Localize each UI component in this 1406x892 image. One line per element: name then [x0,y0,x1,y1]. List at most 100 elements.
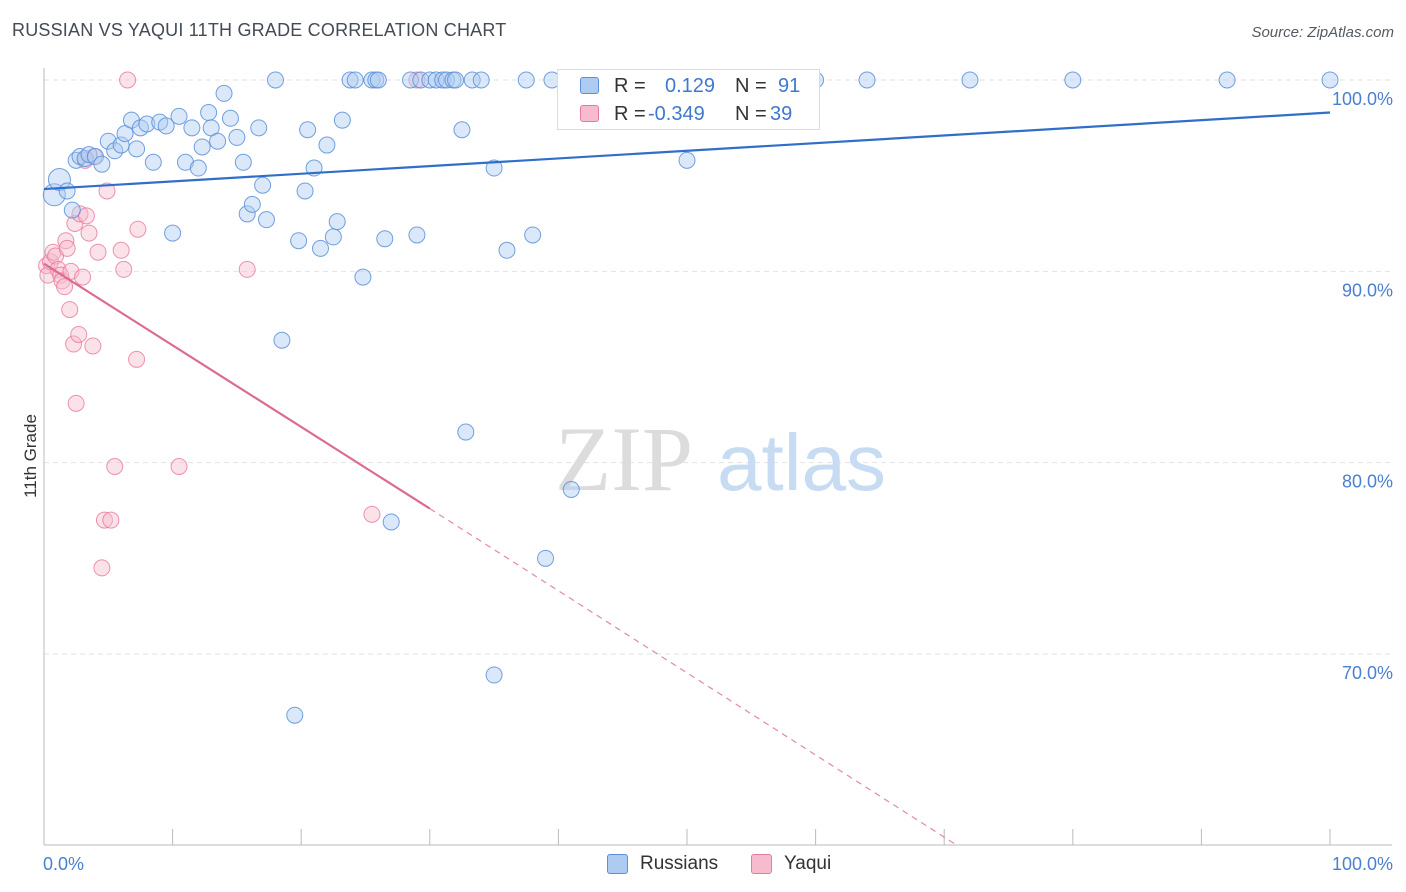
russians-point [382,513,400,531]
yaqui-point [98,182,116,200]
yaqui-point [80,224,98,242]
russians-point [1321,71,1339,89]
n-label: N = [735,103,767,125]
russians-point [266,71,284,89]
russians-point [363,71,381,89]
yaqui-point [129,220,147,238]
y-tick-label: 70.0% [1342,663,1393,683]
russians-point [290,232,308,250]
yaqui-point [56,278,74,296]
russians-point [421,71,439,89]
watermark-atlas: atlas [717,418,886,507]
source-credit: Source: ZipAtlas.com [1251,24,1394,41]
russians-point [128,140,146,158]
russians-point [238,205,256,223]
russians-point [402,71,420,89]
russians-point [93,155,111,173]
russians-point [354,268,372,286]
russians-point [243,195,261,213]
russians-trend-line [43,111,1331,191]
russians-swatch [580,77,599,94]
russians-point [189,159,207,177]
legend-label: Yaqui [784,853,832,874]
yaqui-point [70,325,88,343]
n-value: 39 [770,103,793,125]
y-tick-label: 90.0% [1342,280,1393,300]
yaqui-point [106,457,124,475]
russians-point [369,71,387,89]
yaqui-point [119,71,137,89]
russians-point [485,666,503,684]
russians-point [170,107,188,125]
russians-point [333,111,351,129]
yaqui-point [115,260,133,278]
russians-point [183,119,201,137]
russians-point [524,226,542,244]
russians-point [858,71,876,89]
stats-row-russians: R = 0.129 N = 91 [558,72,819,100]
russians-point [318,136,336,154]
yaqui-swatch [751,854,772,874]
russians-swatch [607,854,628,874]
watermark: ZIP atlas [555,408,886,510]
russians-point [447,71,465,89]
russians-point [228,128,246,146]
yaqui-point [84,337,102,355]
yaqui-point [58,239,76,257]
yaqui-point [77,207,95,225]
r-value: 0.129 [665,75,716,97]
russians-point [221,109,239,127]
yaqui-point [93,559,111,577]
yaqui-point [238,260,256,278]
russians-point [296,182,314,200]
chart-title: RUSSIAN VS YAQUI 11TH GRADE CORRELATION … [12,20,507,40]
russians-point [58,182,76,200]
russians-point [311,239,329,257]
russians-point [537,549,555,567]
russians-point [434,71,452,89]
yaqui-point [61,301,79,319]
russians-point [234,153,252,171]
russians-point [341,71,359,89]
russians-point [286,706,304,724]
r-label: R = [614,103,646,125]
yaqui-point [363,505,381,523]
yaqui-point [71,205,89,223]
russians-point [457,423,475,441]
russians-point [99,132,117,150]
x-tick-label: 100.0% [1332,854,1393,874]
russians-point [1064,71,1082,89]
series-legend: Russians Yaqui [0,852,1406,878]
russians-point [562,480,580,498]
russians-point [453,121,471,139]
yaqui-trend-line [43,262,431,510]
yaqui-point [74,268,92,286]
russians-point [200,104,218,122]
russians-point [324,228,342,246]
russians-point [63,201,81,219]
yaqui-point [112,241,130,259]
russians-point [215,84,233,102]
n-value: 91 [778,75,801,97]
stats-legend: R = 0.129 N = 91 R = -0.349 N = 39 [557,69,820,130]
r-value: -0.349 [648,103,705,125]
russians-point [346,71,364,89]
russians-point [106,142,124,160]
russians-point [273,331,291,349]
russians-point [427,71,445,89]
yaqui-swatch [580,105,599,122]
russians-point [144,153,162,171]
russians-point [961,71,979,89]
russians-point [498,241,516,259]
yaqui-point [408,71,426,89]
yaqui-point [102,511,120,529]
russians-point [438,71,456,89]
russians-point [517,71,535,89]
russians-point [80,146,98,164]
yaqui-trend-extension [429,508,958,846]
russians-point [257,211,275,229]
russians-point [299,121,317,139]
russians-point [164,224,182,242]
yaqui-point [89,243,107,261]
yaqui-point [67,394,85,412]
